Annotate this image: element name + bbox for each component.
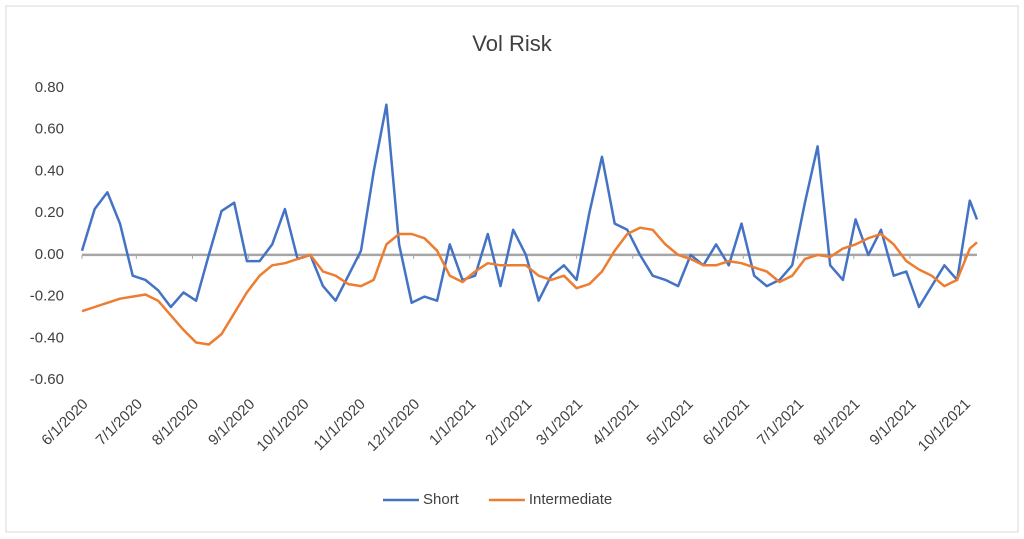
- chart-title: Vol Risk: [472, 31, 552, 56]
- y-tick-label: 0.20: [35, 204, 64, 221]
- legend-label: Intermediate: [529, 491, 612, 508]
- y-tick-label: 0.40: [35, 162, 64, 179]
- chart-frame: [5, 5, 1019, 533]
- y-tick-label: -0.20: [30, 288, 64, 305]
- y-tick-label: 0.60: [35, 121, 64, 138]
- y-tick-label: 0.00: [35, 246, 64, 263]
- legend-label: Short: [423, 491, 460, 508]
- y-tick-label: -0.40: [30, 329, 64, 346]
- line-series: [80, 103, 979, 309]
- line-series: [81, 226, 978, 346]
- y-tick-label: 0.80: [35, 79, 64, 96]
- y-tick-label: -0.60: [30, 371, 64, 388]
